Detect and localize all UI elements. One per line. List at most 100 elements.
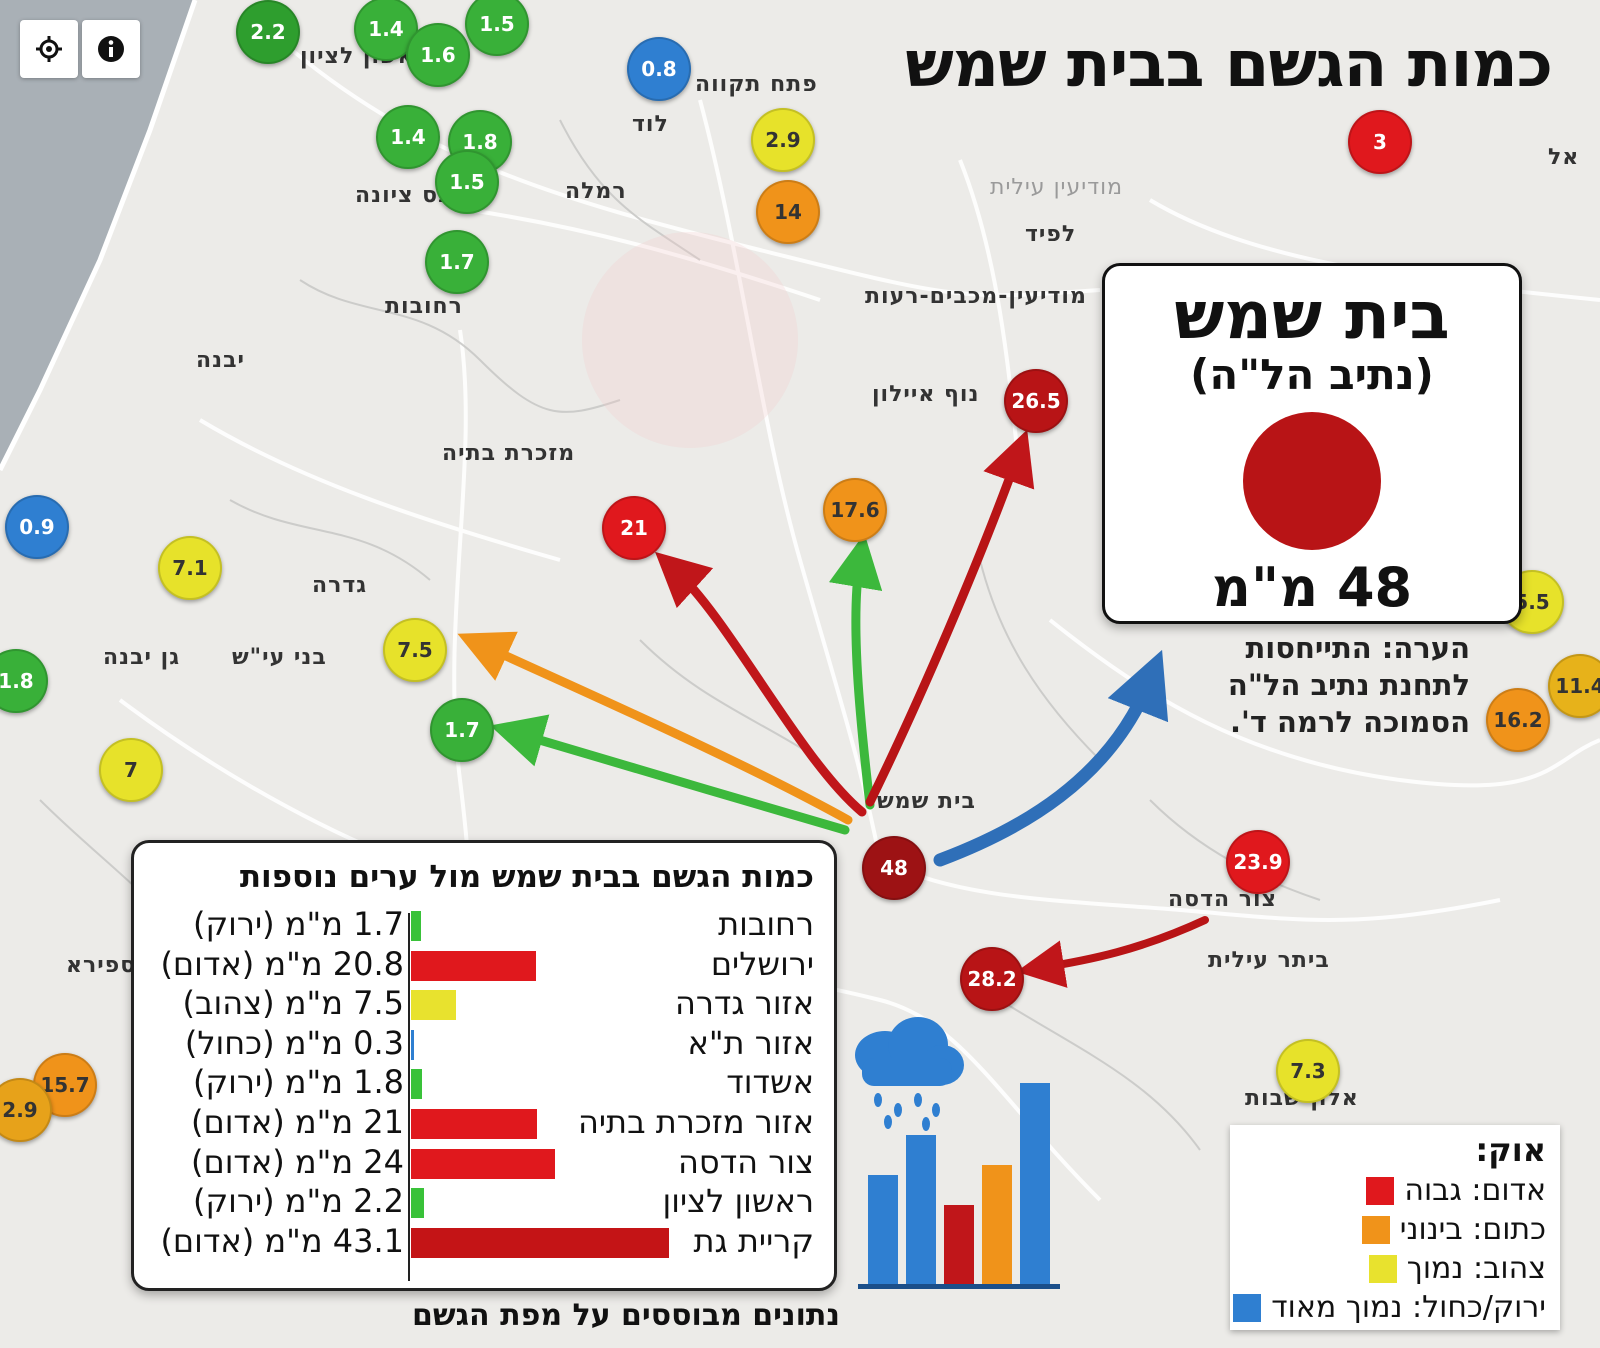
station-marker[interactable]: 21 (602, 496, 666, 560)
station-marker[interactable]: 7.3 (1276, 1039, 1340, 1103)
station-marker[interactable]: 1.5 (465, 0, 529, 56)
row-amount: 21 מ"מ (אדום) (190, 1103, 404, 1141)
town-label: בני עי"ש (232, 645, 327, 670)
row-bar (411, 1188, 425, 1219)
town-label: מודיעין-מכבים-רעות (865, 284, 1087, 309)
row-amount: 1.7 מ"מ (ירוק) (192, 905, 404, 943)
comparison-row: אזור מזכרת בתיה 21 מ"מ (אדום) (134, 1103, 834, 1143)
legend-item: צהוב: נמוך (1368, 1251, 1546, 1286)
comparison-row: רחובות 1.7 מ"מ (ירוק) (134, 905, 834, 945)
row-bar (411, 1148, 555, 1179)
highlight-value: 48 מ"מ (1211, 556, 1413, 619)
row-amount: 24 מ"מ (אדום) (190, 1142, 404, 1181)
legend-title: אוק: (1475, 1131, 1546, 1169)
crosshair-icon (36, 36, 62, 62)
comparison-row: צור הדסה 24 מ"מ (אדום) (134, 1143, 834, 1183)
comparison-panel: כמות הגשם בבית שמש מול ערים נוספות רחובו… (131, 840, 837, 1291)
legend-swatch (1361, 1215, 1390, 1244)
station-marker[interactable]: 2.9 (751, 108, 815, 172)
footnote: נתונים מבוססים על מפת הגשם (412, 1298, 840, 1333)
sea (0, 0, 195, 470)
row-bar (411, 990, 456, 1021)
station-marker[interactable]: 16.2 (1486, 688, 1550, 752)
town-label: ספירא (66, 953, 137, 978)
row-amount: 2.2 מ"מ (ירוק) (192, 1182, 404, 1221)
arrows (457, 429, 1209, 988)
rain-graphic (855, 1017, 1060, 1289)
comparison-row: קריית גת 43.1 מ"מ (אדום) (134, 1222, 834, 1262)
station-marker[interactable]: 0.9 (5, 495, 69, 559)
comparison-row: ירושלים 20.8 מ"מ (אדום) (134, 945, 834, 985)
town-label: לפיד (1025, 222, 1077, 247)
station-marker[interactable]: 7 (99, 738, 163, 802)
station-marker[interactable]: 1.5 (435, 150, 499, 214)
town-label: גן יבנה (103, 645, 181, 670)
row-bar (411, 911, 422, 941)
comparison-row: אשדוד 1.8 מ"מ (ירוק) (134, 1063, 834, 1103)
row-city: ירושלים (710, 944, 814, 983)
legend: אוק: אדום: גבוה כתום: בינוני צהוב: נמוך ירו… (1230, 1125, 1560, 1330)
row-amount: 1.8 מ"מ (ירוק) (192, 1063, 404, 1102)
comparison-title: כמות הגשם בבית שמש מול ערים נוספות (239, 859, 814, 895)
bar-axis (408, 913, 410, 1281)
legend-label: אדום: גבוה (1404, 1173, 1546, 1208)
town-label: רחובות (385, 294, 463, 319)
row-bar (411, 1069, 422, 1100)
station-marker[interactable]: 1.6 (406, 23, 470, 87)
town-label: אל (1548, 145, 1580, 170)
station-marker[interactable]: 11.4 (1548, 654, 1600, 718)
town-label: נס ציונה (355, 183, 450, 208)
row-city: קריית גת (693, 1221, 815, 1260)
info-button[interactable] (82, 20, 140, 78)
legend-swatch (1368, 1254, 1397, 1283)
row-city: אזור גדרה (674, 984, 814, 1023)
station-marker[interactable]: 23.9 (1226, 830, 1290, 894)
legend-item: ירוק/כחול: נמוך מאוד (1233, 1290, 1546, 1325)
station-marker[interactable]: 7.1 (158, 536, 222, 600)
station-marker[interactable]: 1.7 (425, 230, 489, 294)
station-marker[interactable]: 2.9 (0, 1078, 52, 1142)
comparison-row: אזור גדרה 7.5 מ"מ (צהוב) (134, 984, 834, 1024)
town-label: גדרה (312, 573, 368, 598)
town-label: מודיעין עילית (990, 175, 1124, 200)
station-marker[interactable]: 28.2 (960, 947, 1024, 1011)
town-label: לוד (632, 112, 669, 137)
town-label: מזכרת בתיה (442, 441, 576, 466)
station-marker[interactable]: 17.6 (823, 478, 887, 542)
legend-label: כתום: בינוני (1399, 1212, 1546, 1247)
highlight-dot (1243, 412, 1381, 550)
comparison-row: אזור ת"א 0.3 מ"מ (כחול) (134, 1024, 834, 1064)
highlight-station: (נתיב הל"ה) (1190, 350, 1434, 399)
station-marker[interactable]: 2.2 (236, 0, 300, 64)
station-marker[interactable]: 1.4 (376, 105, 440, 169)
row-amount: 20.8 מ"מ (אדום) (160, 944, 404, 983)
note-text: הערה: התייחסות לתחנת נתיב הל"ה הסמוכה לר… (1227, 631, 1470, 739)
highlight-card: בית שמש (נתיב הל"ה) 48 מ"מ (1102, 263, 1522, 624)
station-marker[interactable]: 1.7 (430, 698, 494, 762)
locate-button[interactable] (20, 20, 78, 78)
town-label: ביתר עילית (1208, 948, 1330, 973)
watermark (582, 232, 798, 448)
station-marker[interactable]: 3 (1348, 110, 1412, 174)
station-marker[interactable]: 7.5 (383, 618, 447, 682)
station-marker[interactable]: 48 (862, 836, 926, 900)
station-marker[interactable]: 15.7 (33, 1053, 97, 1117)
legend-item: כתום: בינוני (1361, 1212, 1546, 1247)
station-marker[interactable]: 14 (756, 180, 820, 244)
legend-label: צהוב: נמוך (1406, 1251, 1546, 1286)
legend-swatch (1366, 1176, 1395, 1205)
page-title: כמות הגשם בבית שמש (905, 28, 1553, 102)
info-icon (98, 36, 124, 62)
station-marker[interactable]: 0.8 (627, 37, 691, 101)
row-city: רחובות (718, 905, 814, 943)
row-city: אזור ת"א (687, 1023, 814, 1062)
row-city: ראשון לציון (662, 1182, 815, 1221)
row-bar (411, 950, 536, 981)
station-marker[interactable]: 26.5 (1004, 369, 1068, 433)
town-label: יבנה (196, 348, 245, 373)
row-city: אזור מזכרת בתיה (577, 1103, 814, 1141)
town-label: רמלה (565, 179, 627, 204)
row-bar (411, 1227, 669, 1258)
row-amount: 0.3 מ"מ (כחול) (184, 1023, 404, 1062)
town-label: פתח תקווה (695, 72, 818, 97)
